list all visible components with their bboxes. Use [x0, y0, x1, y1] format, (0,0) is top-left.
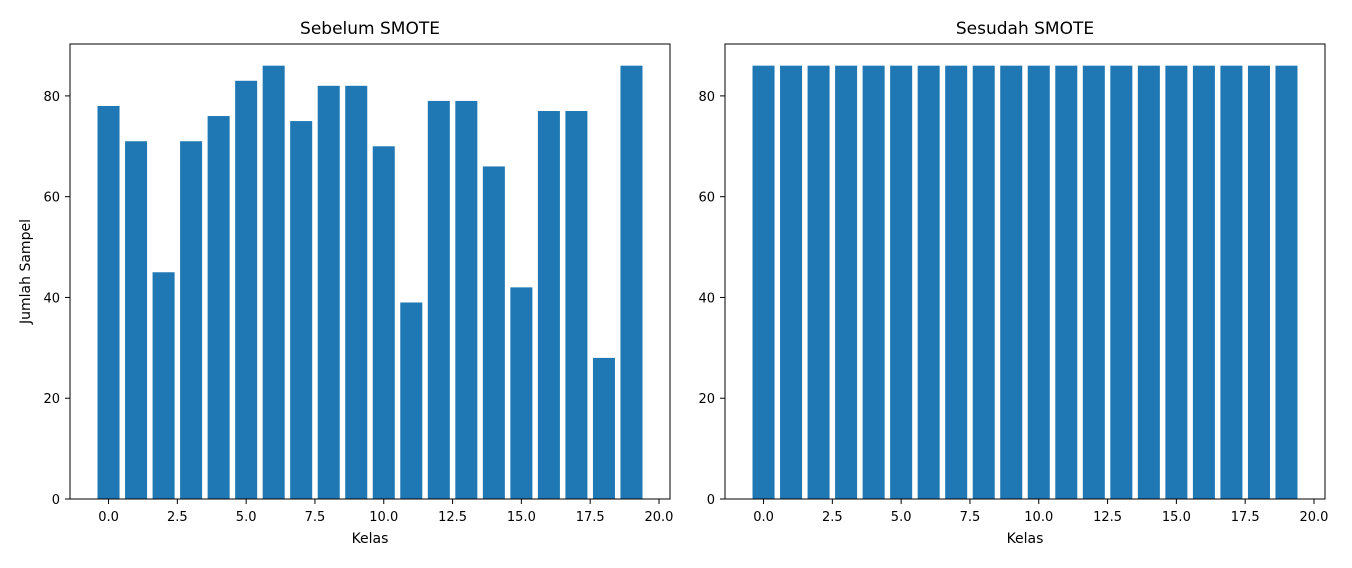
chart-title: Sesudah SMOTE: [956, 19, 1094, 39]
x-tick-label: 5.0: [891, 510, 912, 525]
bar-kelas-13: [1110, 65, 1133, 500]
chart-before-smote: 0.0 2.5 5.0 7.5 10.0 12.5 15.0 17.5 20.0 0 20 40 60 8…: [18, 19, 673, 547]
bar-kelas-7: [945, 65, 968, 500]
x-tick-label: 10.0: [1024, 510, 1053, 525]
x-axis-label: Kelas: [352, 531, 389, 547]
x-axis-label: Kelas: [1007, 531, 1044, 547]
bar-kelas-14: [1137, 65, 1160, 500]
bar-kelas-7: [290, 121, 313, 499]
bar-kelas-1: [125, 141, 148, 499]
bar-kelas-12: [1082, 65, 1105, 500]
bar-kelas-2: [152, 272, 175, 499]
bar-kelas-2: [807, 65, 830, 500]
x-tick-label: 10.0: [369, 510, 398, 525]
x-tick-label: 7.5: [960, 510, 981, 525]
bar-kelas-15: [1165, 65, 1188, 500]
y-tick-label: 60: [43, 191, 60, 206]
x-tick-label: 5.0: [236, 510, 257, 525]
x-tick-label: 15.0: [507, 510, 536, 525]
bar-kelas-9: [1000, 65, 1023, 500]
x-tick-label: 20.0: [1300, 510, 1329, 525]
chart-title: Sebelum SMOTE: [300, 19, 440, 39]
x-tick-label: 12.5: [1093, 510, 1122, 525]
bar-kelas-4: [207, 116, 230, 500]
bar-kelas-3: [180, 141, 203, 499]
x-tick-label: 2.5: [167, 510, 188, 525]
x-tick-label: 12.5: [438, 510, 467, 525]
bar-kelas-9: [345, 85, 368, 499]
y-axis-label: Jumlah Sampel: [18, 219, 34, 325]
bar-kelas-8: [972, 65, 995, 500]
x-tick-label: 2.5: [822, 510, 843, 525]
x-tick-label: 15.0: [1162, 510, 1191, 525]
y-tick-label: 0: [707, 493, 715, 508]
bar-kelas-11: [400, 302, 423, 499]
bar-kelas-15: [510, 287, 533, 499]
bar-kelas-11: [1055, 65, 1078, 500]
bar-kelas-3: [835, 65, 858, 500]
chart-after-smote: 0.0 2.5 5.0 7.5 10.0 12.5 15.0 17.5 20.0 0 20 40 60 8…: [698, 19, 1328, 547]
x-tick-label: 7.5: [305, 510, 326, 525]
bar-kelas-1: [780, 65, 803, 500]
y-tick-label: 0: [52, 493, 60, 508]
x-tick-label: 0.0: [98, 510, 119, 525]
bar-kelas-6: [262, 65, 285, 500]
bar-kelas-6: [917, 65, 940, 500]
bar-kelas-18: [1247, 65, 1270, 500]
x-tick-label: 17.5: [1231, 510, 1260, 525]
y-tick-label: 20: [43, 392, 60, 407]
bar-kelas-8: [317, 85, 340, 499]
bar-kelas-12: [427, 100, 450, 499]
bar-kelas-16: [1192, 65, 1215, 500]
bar-kelas-19: [620, 65, 643, 500]
bar-kelas-10: [1027, 65, 1050, 500]
bar-kelas-0: [97, 105, 120, 499]
bar-kelas-4: [862, 65, 885, 500]
axes-frame: [724, 43, 1326, 500]
bar-kelas-14: [482, 166, 505, 499]
y-tick-label: 80: [698, 90, 715, 105]
bar-kelas-13: [455, 100, 478, 499]
bar-kelas-5: [890, 65, 913, 500]
bar-kelas-17: [1220, 65, 1243, 500]
bar-kelas-0: [752, 65, 775, 500]
x-tick-label: 17.5: [576, 510, 605, 525]
x-tick-label: 20.0: [645, 510, 674, 525]
y-tick-label: 40: [698, 291, 715, 306]
y-tick-label: 20: [698, 392, 715, 407]
y-tick-label: 60: [698, 191, 715, 206]
bar-kelas-17: [565, 111, 588, 500]
bar-kelas-19: [1275, 65, 1298, 500]
x-tick-label: 0.0: [753, 510, 774, 525]
y-tick-label: 80: [43, 90, 60, 105]
axes-frame: [69, 43, 671, 500]
bar-kelas-16: [537, 111, 560, 500]
y-tick-label: 40: [43, 291, 60, 306]
bar-kelas-5: [235, 80, 258, 499]
bar-kelas-10: [372, 146, 395, 500]
bar-kelas-18: [592, 357, 615, 499]
